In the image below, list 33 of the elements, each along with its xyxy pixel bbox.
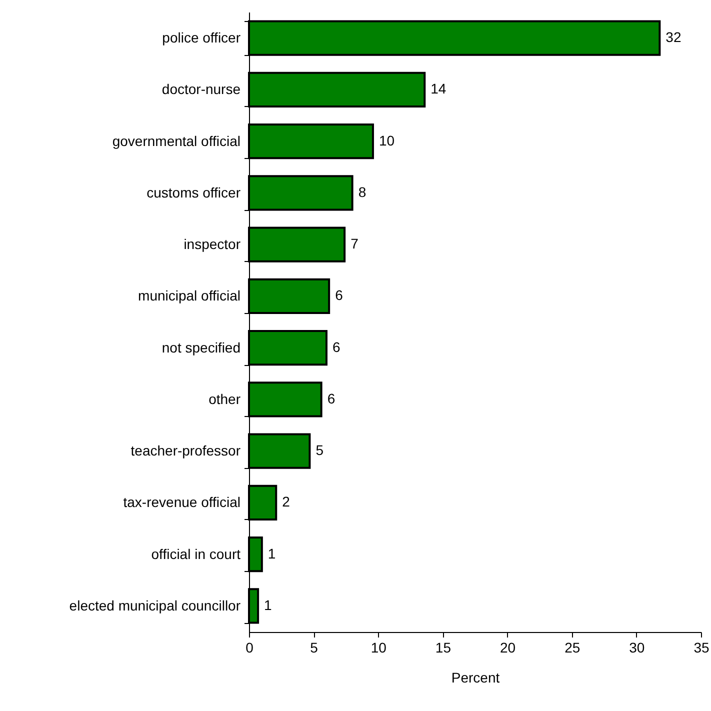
data-label: 10 <box>378 132 395 148</box>
data-label: 1 <box>264 596 272 613</box>
y-tick-label: official in court <box>151 546 241 562</box>
x-tick-label: 20 <box>500 640 516 656</box>
data-label: 6 <box>335 287 344 304</box>
data-label: 6 <box>332 338 340 355</box>
y-tick-label: tax-revenue official <box>123 494 240 510</box>
x-tick-label: 0 <box>246 640 254 656</box>
y-tick-label: elected municipal councillor <box>69 597 241 614</box>
y-tick-label: other <box>208 390 241 407</box>
x-tick-label: 5 <box>310 640 318 656</box>
data-label: 5 <box>316 442 324 458</box>
y-tick-label: inspector <box>184 236 241 252</box>
data-label: 6 <box>327 390 336 406</box>
data-label: 7 <box>350 236 359 252</box>
x-tick-label: 35 <box>694 640 710 656</box>
x-axis-title: Percent <box>451 670 500 686</box>
y-tick-label: police officer <box>162 30 241 46</box>
data-label: 32 <box>666 29 682 46</box>
x-tick-label: 30 <box>629 640 645 656</box>
y-tick-label: not specified <box>162 339 240 356</box>
y-tick-label: doctor-nurse <box>162 81 241 98</box>
data-label: 14 <box>430 80 446 97</box>
y-tick-label: governmental official <box>112 132 240 149</box>
y-tick-label: municipal official <box>138 288 240 304</box>
data-label: 8 <box>358 184 366 200</box>
x-tick-label: 25 <box>564 640 580 656</box>
data-label: 1 <box>268 545 276 562</box>
data-label: 2 <box>282 494 290 510</box>
x-tick-label: 15 <box>435 640 452 656</box>
x-tick-label: 10 <box>370 640 387 656</box>
y-tick-label: teacher-professor <box>130 442 241 459</box>
y-tick-label: customs officer <box>146 184 241 200</box>
